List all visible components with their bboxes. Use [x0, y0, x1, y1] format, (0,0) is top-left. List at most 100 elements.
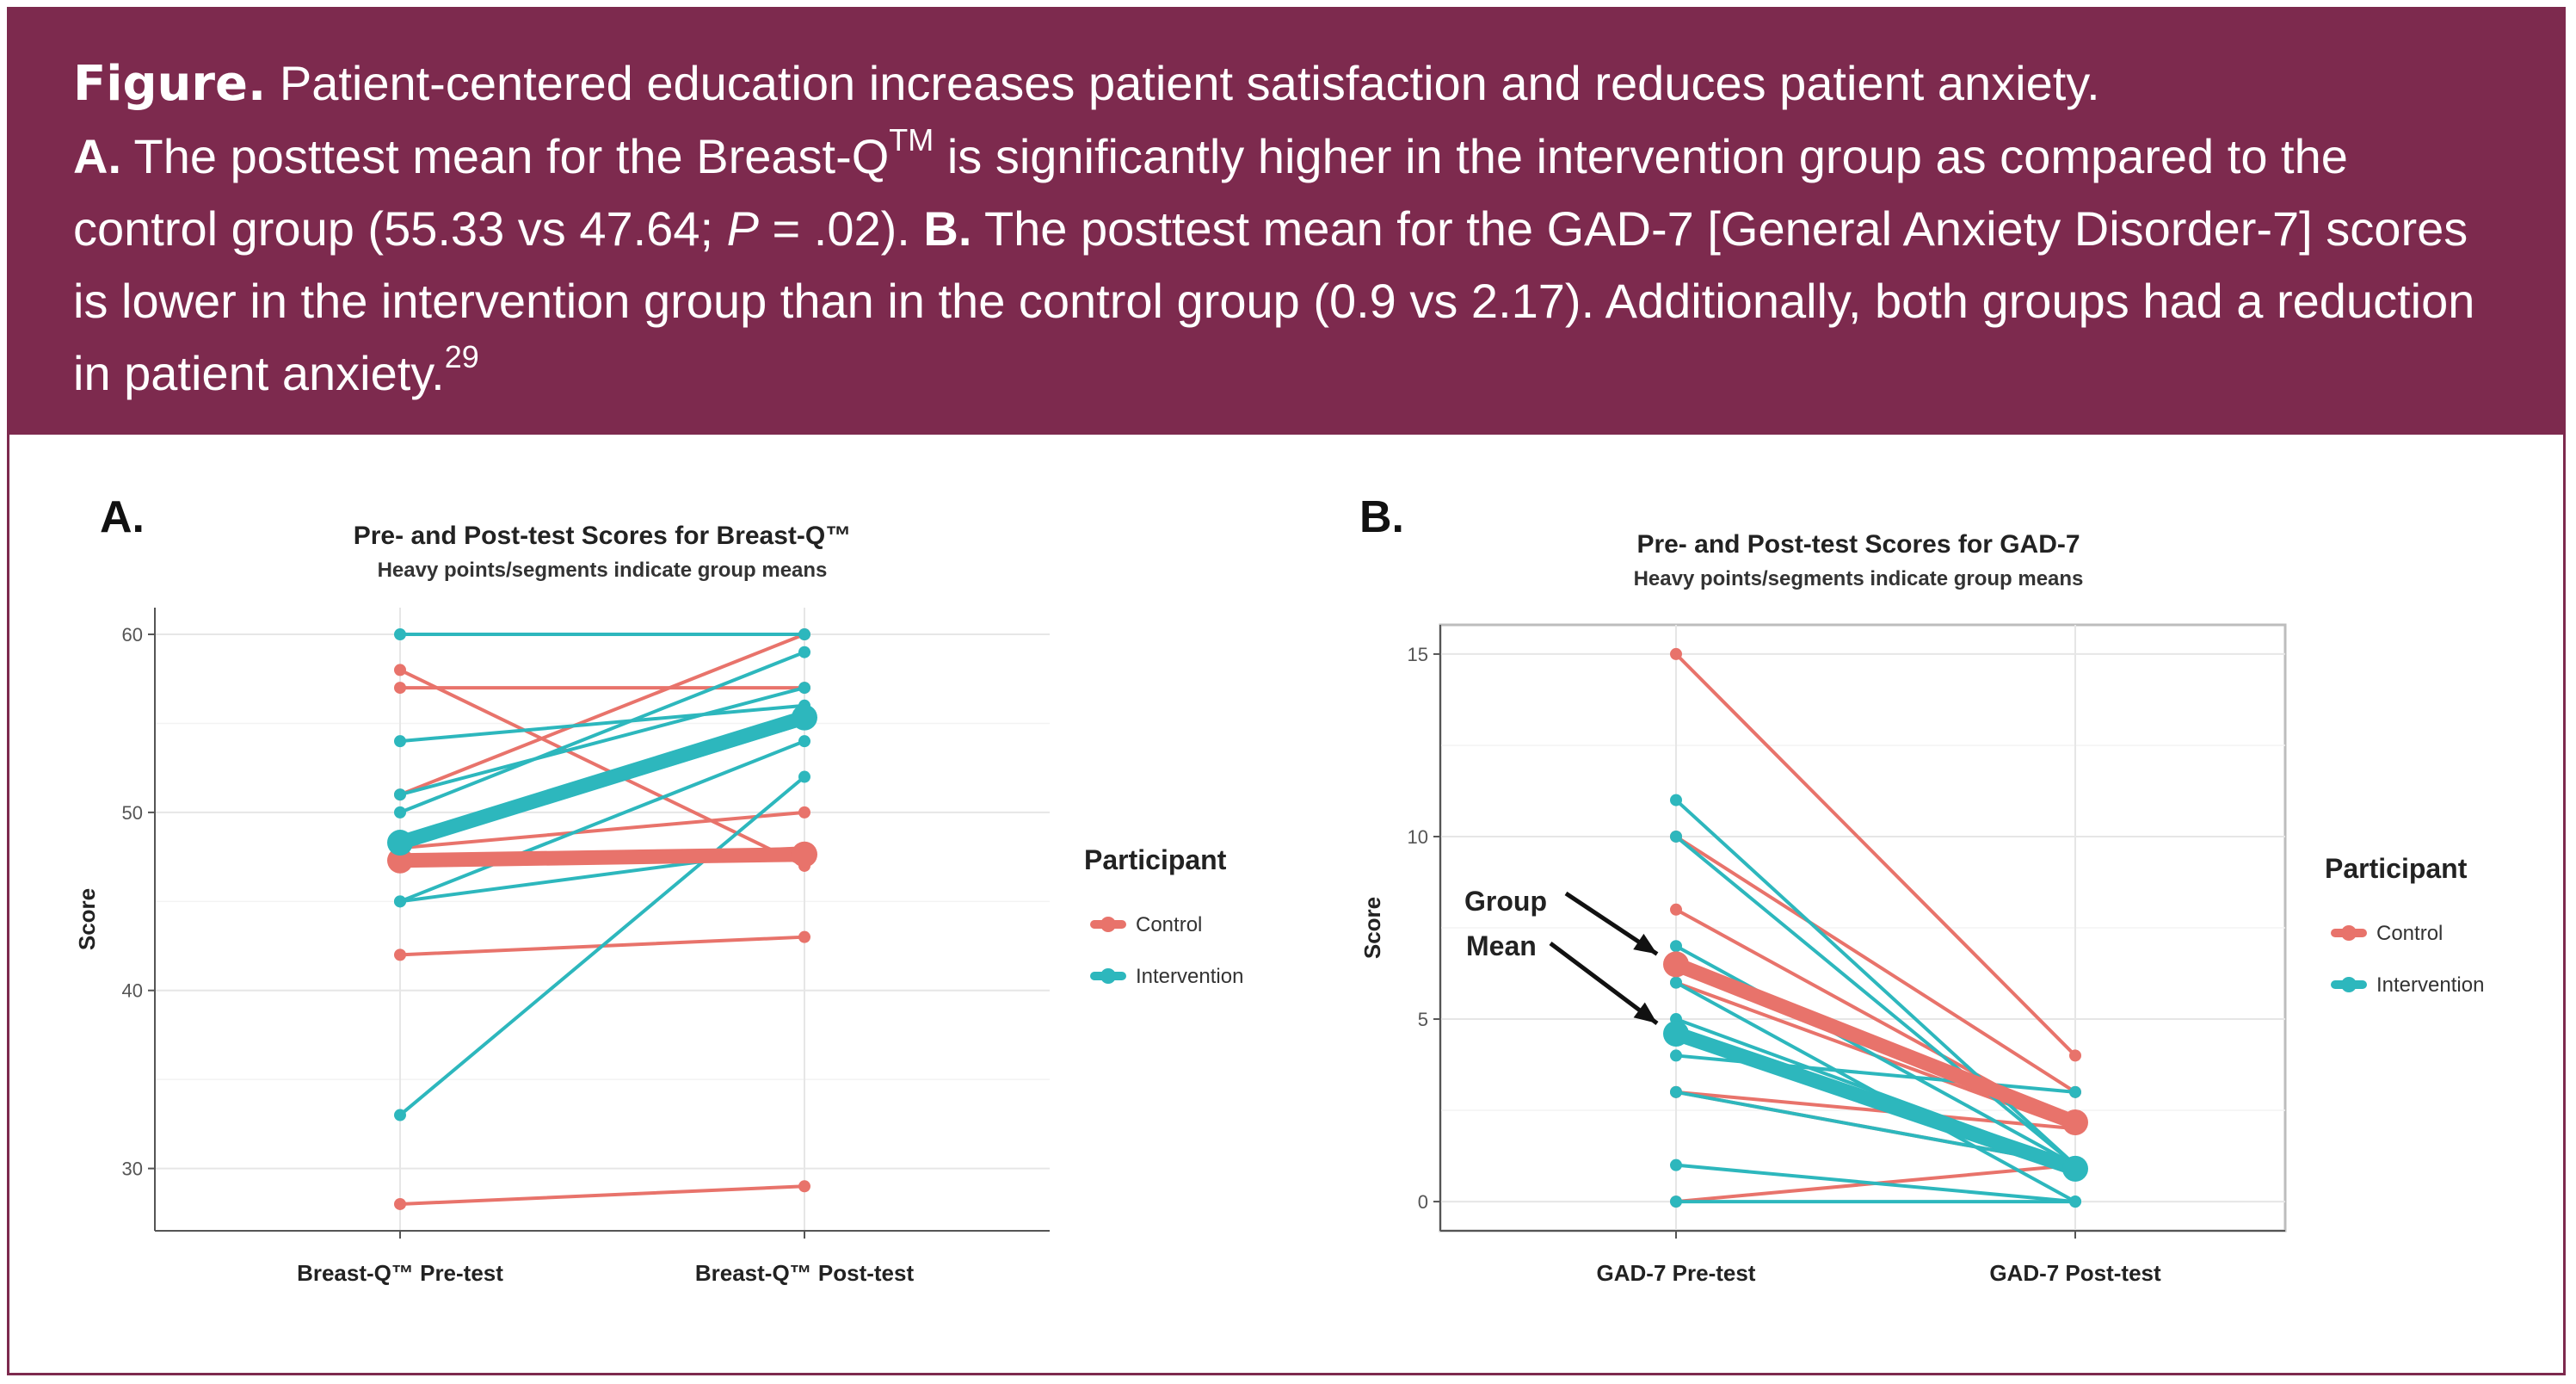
- chartb-control-participant-point: [1670, 647, 1682, 660]
- charta-intervention-participant-point: [394, 1109, 406, 1121]
- charta-panel-label: A.: [100, 492, 145, 542]
- chartb-control-participant-point: [2069, 1049, 2081, 1062]
- caption-a-text-2: is significantly higher in the intervent…: [73, 129, 2348, 256]
- figure-label: Figure.: [73, 56, 267, 112]
- charta-control-participant-point: [798, 1180, 810, 1193]
- charta-y-tick-label: 50: [122, 802, 143, 824]
- charta-intervention-participant-line: [398, 686, 806, 797]
- charta-intervention-participant-line: [398, 739, 806, 904]
- chartb-subtitle: Heavy points/segments indicate group mea…: [1634, 567, 2084, 590]
- chartb-annotation-arrow-head: [1633, 933, 1657, 955]
- chartb-control-participant-line: [1674, 834, 2077, 1094]
- chartb-control-participant-point: [1670, 903, 1682, 916]
- chartb-intervention-participant-point: [1670, 1085, 1682, 1098]
- chartb-control-mean-point: [1663, 951, 1689, 978]
- charta-x-tick-label: Breast-Q™ Post-test: [695, 1260, 915, 1286]
- charta-intervention-participant-point: [798, 682, 810, 695]
- chartb-legend-entry: Intervention: [2376, 973, 2484, 997]
- caption-text: Figure. Patient-centered education incre…: [73, 47, 2499, 410]
- charta-intervention-participant-point: [798, 628, 810, 641]
- chartb-legend-swatch-point: [2341, 925, 2357, 941]
- charta-y-axis-label: Score: [74, 888, 100, 950]
- charta-control-participant-point: [394, 664, 406, 677]
- charta-legend-swatch-point: [1100, 968, 1116, 984]
- charta-title: Pre- and Post-test Scores for Breast-Q™: [354, 522, 851, 550]
- chartb-x-tick-label: GAD-7 Pre-test: [1597, 1260, 1756, 1286]
- chart-b: B. Pre- and Post-test Scores for GAD-7 Hea…: [1359, 492, 2484, 1286]
- charta-legend-swatch-point: [1100, 917, 1116, 932]
- chartb-y-tick-label: 5: [1418, 1009, 1428, 1030]
- charta-intervention-participant-line: [398, 703, 806, 744]
- charta-legend-entry: Control: [1136, 913, 1202, 936]
- chartb-intervention-participant-point: [1670, 830, 1682, 843]
- charta-control-participant-point: [394, 1197, 406, 1210]
- charta-intervention-mean-point: [387, 830, 413, 856]
- charta-intervention-participant-point: [394, 628, 406, 641]
- chartb-x-tick-label: GAD-7 Post-test: [1989, 1260, 2161, 1286]
- chartb-title: Pre- and Post-test Scores for GAD-7: [1636, 530, 2080, 559]
- chartb-intervention-participant-line: [1674, 1163, 2077, 1204]
- charta-intervention-participant-point: [394, 735, 406, 748]
- charta-intervention-participant-point: [798, 770, 810, 783]
- charta-intervention-participant-point: [394, 895, 406, 908]
- chartb-intervention-participant-point: [1670, 1196, 1682, 1208]
- caption-a-label: A.: [73, 129, 121, 183]
- charta-intervention-participant-point: [798, 735, 810, 748]
- charta-x-tick-label: Breast-Q™ Pre-test: [297, 1260, 503, 1286]
- charta-intervention-mean-point: [792, 704, 817, 731]
- chartb-intervention-participant-line: [1674, 798, 2077, 1167]
- charta-control-participant-line: [398, 633, 806, 797]
- figure-text: Patient-centered education increases pat…: [266, 56, 2100, 110]
- chartb-y-axis-label: Score: [1359, 897, 1385, 959]
- charta-control-mean-point: [792, 841, 817, 868]
- chartb-intervention-participant-point: [1670, 940, 1682, 953]
- chartb-control-mean-point: [2062, 1109, 2088, 1136]
- chartb-intervention-participant-line: [1674, 944, 2077, 1167]
- caption-a-text-3: = .02).: [758, 201, 924, 256]
- caption-b-text: The posttest mean for the GAD-7 [General…: [73, 201, 2475, 400]
- charta-control-mean-line: [392, 847, 812, 868]
- charta-control-mean-point: [387, 847, 413, 874]
- chartb-annotation-line1: Group: [1464, 886, 1547, 917]
- figure-caption: Figure. Patient-centered education incre…: [9, 9, 2563, 435]
- charta-intervention-participant-line: [398, 650, 806, 814]
- chartb-legend-entry: Control: [2376, 922, 2443, 945]
- charta-y-tick-label: 40: [122, 980, 143, 1002]
- chartb-intervention-participant-point: [1670, 794, 1682, 806]
- caption-b-label: B.: [923, 201, 972, 256]
- chartb-legend-swatch-point: [2341, 977, 2357, 992]
- charta-control-participant-line: [398, 810, 806, 850]
- charta-y-tick-label: 30: [122, 1158, 143, 1180]
- charta-subtitle: Heavy points/segments indicate group mea…: [378, 559, 828, 582]
- charta-intervention-participant-point: [394, 788, 406, 801]
- chartb-intervention-participant-line: [1674, 834, 2077, 1167]
- chartb-intervention-mean-point: [2062, 1155, 2088, 1182]
- caption-ref: 29: [444, 339, 479, 374]
- charta-intervention-participant-point: [394, 806, 406, 819]
- charta-legend-entry: Intervention: [1136, 965, 1243, 988]
- chart-a: A. Pre- and Post-test Scores for Breast-Q…: [74, 492, 1243, 1286]
- chartb-annotation-arrow-head: [1633, 1002, 1657, 1023]
- caption-p: P: [726, 201, 759, 256]
- chartb-annotation-line2: Mean: [1466, 930, 1537, 961]
- charta-plot-panel: [155, 608, 1050, 1231]
- chartb-y-tick-label: 0: [1418, 1191, 1428, 1213]
- charta-control-participant-line: [398, 1184, 806, 1206]
- chartb-control-participant-line: [1674, 652, 2077, 1058]
- charta-control-participant-point: [798, 930, 810, 943]
- charta-control-participant-point: [394, 948, 406, 961]
- charta-control-participant-point: [394, 682, 406, 695]
- charta-intervention-participant-point: [798, 646, 810, 658]
- chartb-legend-title: Participant: [2325, 853, 2468, 884]
- chartb-intervention-mean-line: [1668, 1026, 2083, 1177]
- chartb-y-tick-label: 15: [1408, 644, 1428, 665]
- chartb-panel-label: B.: [1359, 492, 1404, 542]
- charta-intervention-participant-line: [398, 775, 806, 1117]
- chartb-control-mean-line: [1668, 956, 2083, 1130]
- charta-intervention-mean-line: [392, 710, 812, 850]
- charta-y-tick-label: 60: [122, 624, 143, 646]
- chartb-intervention-mean-point: [1663, 1020, 1689, 1047]
- charta-legend-title: Participant: [1084, 844, 1227, 875]
- chartb-intervention-participant-point: [1670, 1158, 1682, 1171]
- chartb-intervention-participant-point: [1670, 1049, 1682, 1062]
